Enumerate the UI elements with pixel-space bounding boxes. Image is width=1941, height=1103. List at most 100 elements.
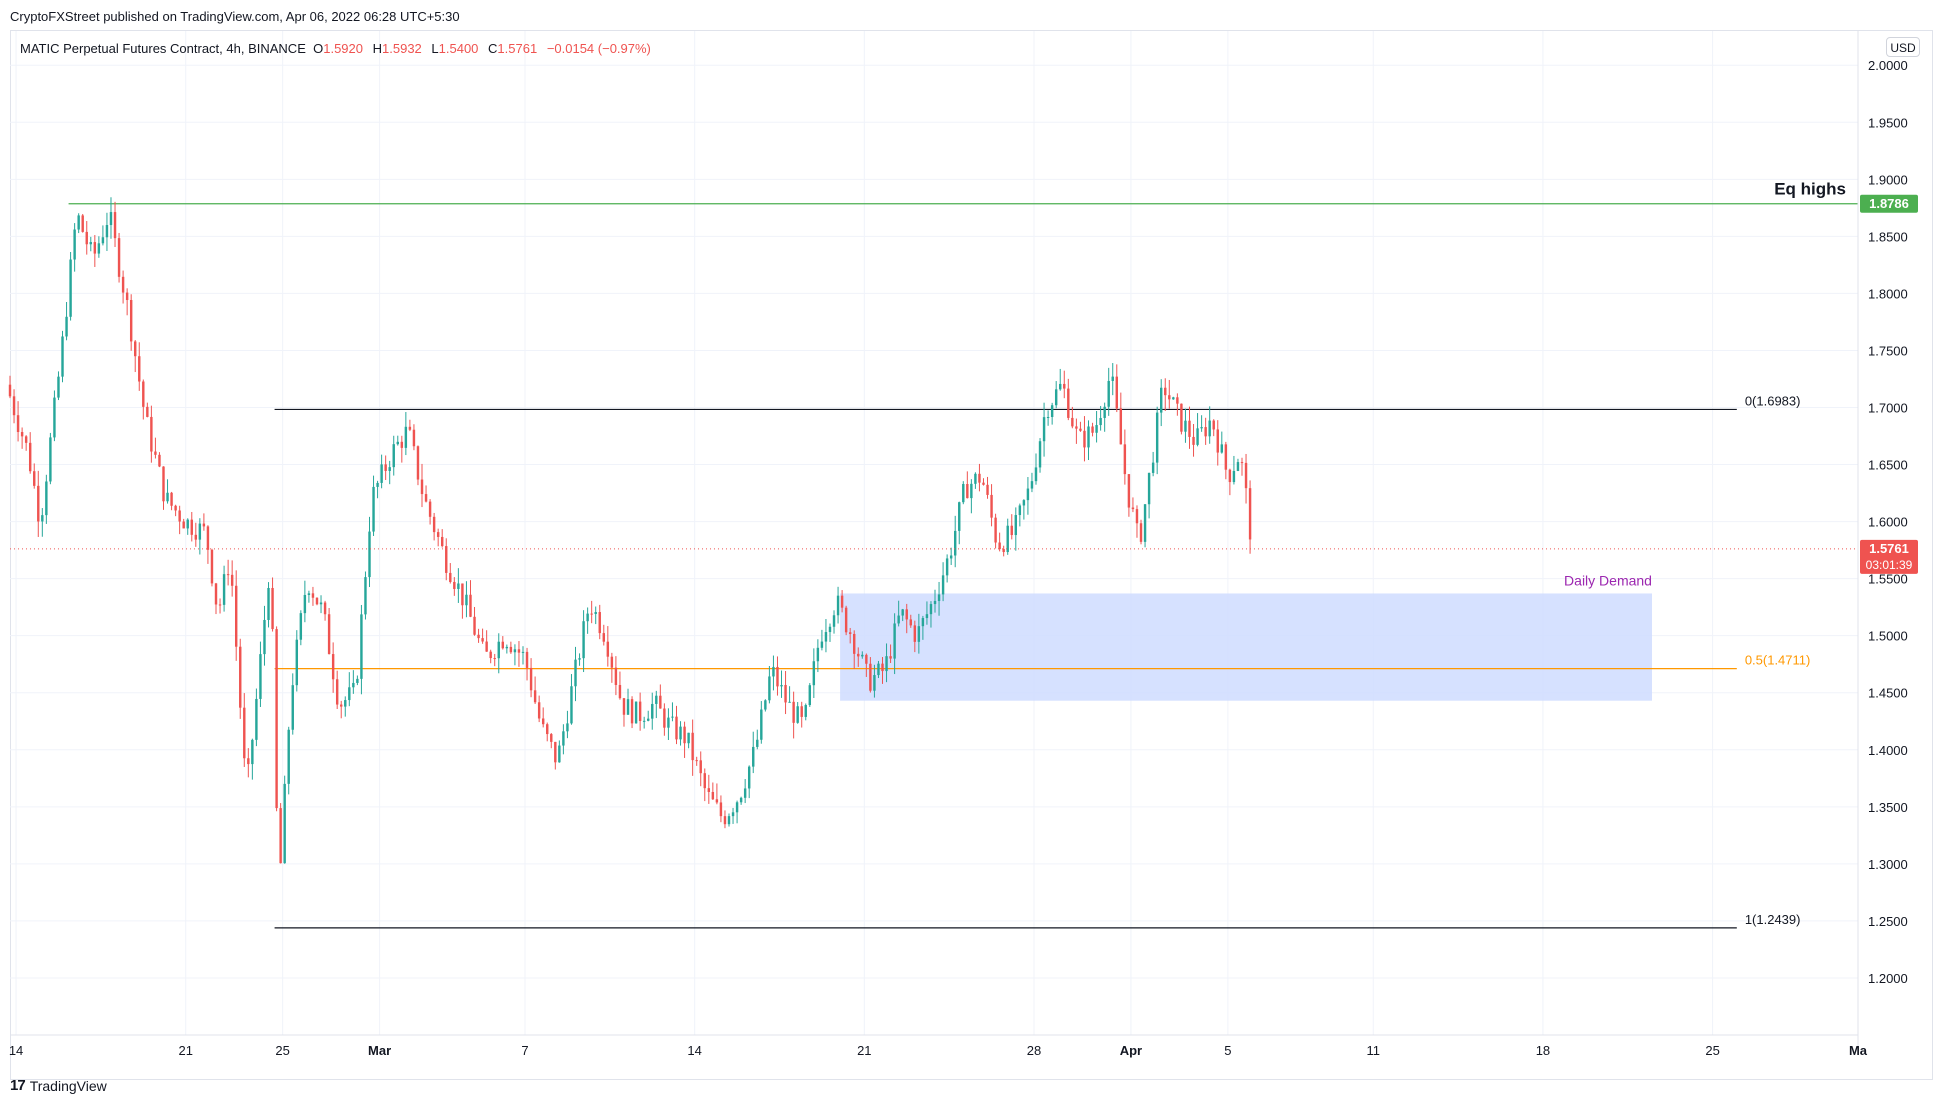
- candle-body: [913, 625, 917, 642]
- candle-body: [1228, 469, 1232, 483]
- candle-body: [477, 634, 480, 639]
- candle-body: [1014, 515, 1018, 536]
- fib-1-label: 1(1.2439): [1745, 912, 1801, 927]
- time-axis: 14 21 25 Mar 7 14 21 28 Apr 5 11 18 25 Ma: [9, 1034, 1868, 1058]
- candle-body: [820, 641, 824, 648]
- candle-body: [182, 521, 185, 529]
- candle-body: [590, 613, 593, 615]
- current-price-label: 1.5761: [1869, 541, 1909, 556]
- candle-body: [647, 718, 650, 721]
- candle-body: [634, 701, 638, 724]
- candle-body: [1119, 408, 1123, 445]
- time-tick-label: 5: [1224, 1043, 1231, 1058]
- candle-body: [1030, 481, 1034, 489]
- candle-body: [747, 766, 751, 789]
- candle-body: [756, 739, 759, 747]
- candle-body: [1188, 420, 1191, 437]
- candle-body: [723, 816, 727, 825]
- candle-body: [408, 426, 412, 430]
- candle-body: [243, 707, 246, 759]
- candle-body: [715, 799, 719, 803]
- tradingview-footer[interactable]: 17 TradingView: [10, 1077, 107, 1094]
- candle-body: [344, 700, 347, 707]
- candle-body: [731, 812, 735, 817]
- candle-body: [1172, 397, 1175, 400]
- tradingview-logo-text: TradingView: [29, 1077, 107, 1094]
- candle-body: [198, 523, 202, 540]
- candle-body: [170, 492, 173, 506]
- candle-body: [28, 442, 32, 472]
- candle-body: [485, 641, 488, 652]
- candle-body: [449, 572, 452, 582]
- high-label: H: [372, 41, 383, 56]
- candle-body: [1111, 376, 1114, 381]
- candle-body: [917, 626, 921, 642]
- candle-body: [315, 597, 319, 605]
- candle-body: [453, 581, 456, 589]
- candle-body: [436, 532, 440, 537]
- candle-body: [226, 574, 230, 576]
- price-tick-label: 1.2500: [1868, 914, 1908, 929]
- time-tick-label: 25: [275, 1043, 289, 1058]
- price-tick-label: 1.9500: [1868, 115, 1908, 130]
- time-tick-label: 25: [1705, 1043, 1719, 1058]
- candle-body: [792, 701, 795, 723]
- candle-body: [832, 615, 836, 627]
- candle-body: [1038, 441, 1042, 468]
- currency-button[interactable]: USD: [1886, 37, 1920, 57]
- candle-body: [432, 516, 436, 533]
- time-tick-label: 21: [857, 1043, 871, 1058]
- candle-body: [372, 486, 375, 532]
- candle-body: [1087, 426, 1090, 448]
- candle-body: [69, 259, 72, 317]
- candle-body: [978, 473, 981, 483]
- candle-body: [61, 336, 64, 377]
- candle-body: [541, 718, 545, 725]
- candle-body: [873, 675, 876, 691]
- candle-body: [513, 649, 517, 653]
- candle-body: [800, 706, 803, 717]
- time-tick-label: Ma: [1849, 1043, 1868, 1058]
- candle-body: [816, 647, 820, 662]
- candle-body: [138, 356, 141, 382]
- candle-body: [537, 702, 541, 719]
- candle-body: [1006, 525, 1009, 553]
- candle-body: [1208, 420, 1211, 437]
- price-tick-label: 1.3500: [1868, 800, 1908, 815]
- candle-body: [1147, 472, 1151, 505]
- candle-body: [1248, 488, 1252, 540]
- price-axis: 2.0000 1.9500 1.9000 1.8500 1.8000 1.7500 1.70…: [1857, 31, 1908, 1047]
- candle-body: [768, 676, 771, 701]
- candle-body: [335, 679, 339, 705]
- candle-body: [97, 243, 101, 254]
- candle-body: [166, 492, 169, 502]
- candle-body: [828, 626, 832, 633]
- candle-body: [380, 464, 383, 483]
- time-tick-label: 21: [178, 1043, 192, 1058]
- candle-body: [117, 238, 121, 277]
- candle-body: [234, 585, 238, 647]
- candle-body: [1002, 549, 1005, 553]
- candle-body: [626, 699, 630, 715]
- candle-body: [659, 695, 662, 709]
- time-tick-label: 11: [1367, 1043, 1381, 1058]
- candle-body: [966, 484, 969, 499]
- candle-body: [489, 651, 492, 659]
- candle-body: [493, 658, 496, 660]
- open-label: O: [313, 41, 324, 56]
- candle-body: [12, 396, 16, 416]
- symbol-legend: MATIC Perpetual Futures Contract, 4h, BI…: [20, 41, 657, 56]
- candle-body: [186, 519, 189, 529]
- price-tick-label: 1.2000: [1868, 971, 1908, 986]
- candle-body: [703, 773, 706, 789]
- candle-body: [364, 577, 367, 615]
- price-tick-label: 1.6000: [1868, 515, 1908, 530]
- candle-body: [53, 397, 56, 438]
- candle-body: [1131, 507, 1135, 510]
- candle-body: [20, 432, 24, 437]
- candle-body: [743, 788, 747, 798]
- tradingview-logo-icon: 17: [10, 1077, 26, 1094]
- time-tick-label: 7: [521, 1043, 528, 1058]
- candle-body: [893, 623, 896, 659]
